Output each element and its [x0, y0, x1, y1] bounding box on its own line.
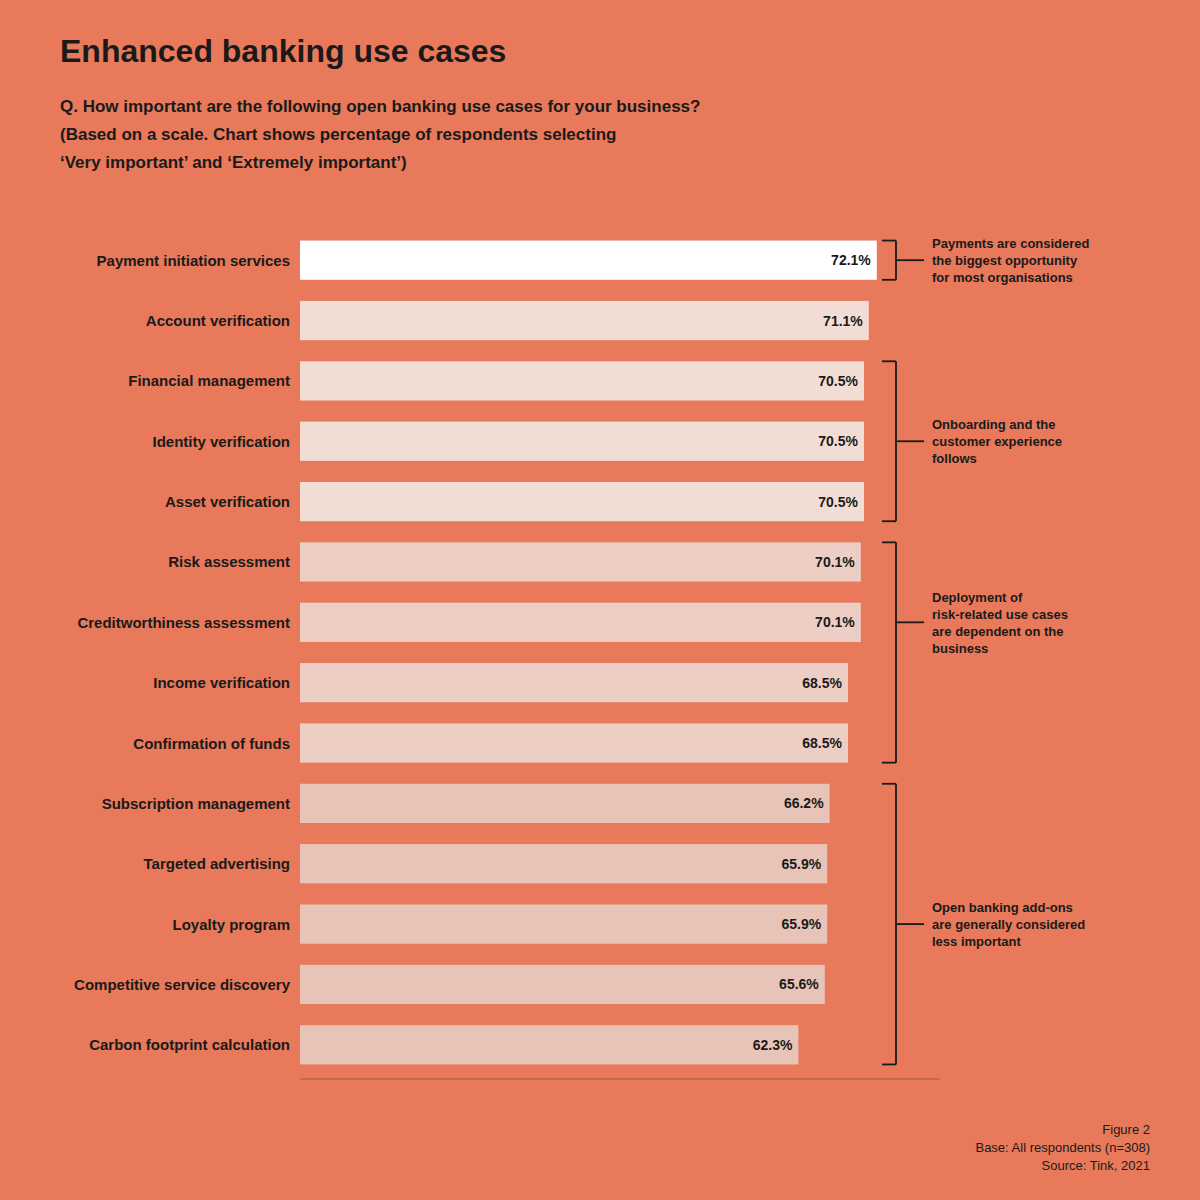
- data-label: 68.5%: [802, 675, 842, 691]
- category-label: Loyalty program: [172, 916, 290, 933]
- annotation-line: less important: [932, 934, 1022, 949]
- data-label: 70.5%: [818, 494, 858, 510]
- data-label: 70.5%: [818, 373, 858, 389]
- category-label: Asset verification: [165, 493, 290, 510]
- bracket-pointer: [896, 440, 924, 442]
- bracket-cap: [882, 360, 896, 362]
- bar: [300, 784, 830, 823]
- bracket-line: [895, 542, 897, 762]
- annotation-line: are generally considered: [932, 917, 1085, 932]
- category-label: Identity verification: [152, 433, 290, 450]
- subtitle-line: Q. How important are the following open …: [60, 97, 700, 116]
- bars: [300, 241, 877, 1065]
- annotation-line: follows: [932, 451, 977, 466]
- annotation: Payments are considered the biggest oppor…: [932, 236, 1090, 285]
- data-label: 66.2%: [784, 795, 824, 811]
- category-label: Risk assessment: [168, 553, 290, 570]
- bar: [300, 663, 848, 702]
- background: [0, 0, 1200, 1200]
- annotation-line: risk-related use cases: [932, 606, 1068, 621]
- subtitle: Q. How important are the following open …: [60, 97, 700, 172]
- data-label: 70.1%: [815, 554, 855, 570]
- data-label: 65.9%: [781, 856, 821, 872]
- annotation-line: Deployment of: [932, 589, 1023, 604]
- bar: [300, 723, 848, 762]
- bracket: [882, 784, 924, 1065]
- bar: [300, 965, 825, 1004]
- footnote: Figure 2 Base: All respondents (n=308) Sou…: [975, 1122, 1150, 1173]
- annotation-line: business: [932, 640, 988, 655]
- category-label: Confirmation of funds: [133, 735, 290, 752]
- annotation: Deployment of risk-related use cases are d…: [932, 589, 1068, 655]
- bar: [300, 482, 864, 521]
- bar: [300, 301, 869, 340]
- bar: [300, 241, 877, 280]
- category-label: Carbon footprint calculation: [89, 1036, 290, 1053]
- annotation: Open banking add-ons are generally consid…: [932, 900, 1085, 949]
- annotation: Onboarding and the customer experience fol…: [932, 417, 1062, 466]
- footnote-line: Base: All respondents (n=308): [975, 1140, 1150, 1155]
- bracket-cap: [882, 783, 896, 785]
- bar: [300, 844, 827, 883]
- x-axis-line: [300, 1079, 940, 1080]
- bracket-cap: [882, 1064, 896, 1066]
- data-label: 71.1%: [823, 313, 863, 329]
- bracket-cap: [882, 279, 896, 281]
- annotation-line: for most organisations: [932, 270, 1073, 285]
- subtitle-line: ‘Very important’ and ‘Extremely importan…: [60, 153, 407, 172]
- bracket-pointer: [896, 621, 924, 623]
- bar: [300, 361, 864, 400]
- annotation-line: are dependent on the: [932, 623, 1063, 638]
- annotation-line: Onboarding and the: [932, 417, 1056, 432]
- category-label: Creditworthiness assessment: [77, 614, 290, 631]
- data-label: 62.3%: [753, 1037, 793, 1053]
- bar: [300, 542, 861, 581]
- data-label: 68.5%: [802, 735, 842, 751]
- bar: [300, 603, 861, 642]
- category-label: Competitive service discovery: [74, 976, 291, 993]
- data-label: 65.6%: [779, 976, 819, 992]
- category-label: Financial management: [128, 372, 290, 389]
- data-label: 70.1%: [815, 614, 855, 630]
- annotation-line: Open banking add-ons: [932, 900, 1073, 915]
- data-label: 65.9%: [781, 916, 821, 932]
- category-label: Account verification: [146, 312, 290, 329]
- category-label: Subscription management: [102, 795, 290, 812]
- bracket-cap: [882, 520, 896, 522]
- bar: [300, 1025, 798, 1064]
- data-label: 70.5%: [818, 433, 858, 449]
- title: Enhanced banking use cases: [60, 33, 506, 69]
- subtitle-line: (Based on a scale. Chart shows percentag…: [60, 125, 616, 144]
- bar: [300, 904, 827, 943]
- category-label: Payment initiation services: [97, 252, 290, 269]
- annotation-line: the biggest opportunity: [932, 253, 1078, 268]
- footnote-line: Figure 2: [1102, 1122, 1150, 1137]
- bar: [300, 422, 864, 461]
- bracket-cap: [882, 240, 896, 242]
- category-label: Targeted advertising: [144, 855, 290, 872]
- bracket: [882, 361, 924, 521]
- annotation-line: Payments are considered: [932, 236, 1090, 251]
- bracket-cap: [882, 762, 896, 764]
- annotation-line: customer experience: [932, 434, 1062, 449]
- bracket: [882, 542, 924, 762]
- footnote-line: Source: Tink, 2021: [1042, 1158, 1150, 1173]
- bracket-cap: [882, 541, 896, 543]
- data-label: 72.1%: [831, 252, 871, 268]
- bracket-pointer: [896, 923, 924, 925]
- bracket-pointer: [896, 259, 924, 261]
- bracket: [882, 241, 924, 280]
- category-label: Income verification: [153, 674, 290, 691]
- chart: Enhanced banking use cases Q. How importa…: [0, 0, 1200, 1200]
